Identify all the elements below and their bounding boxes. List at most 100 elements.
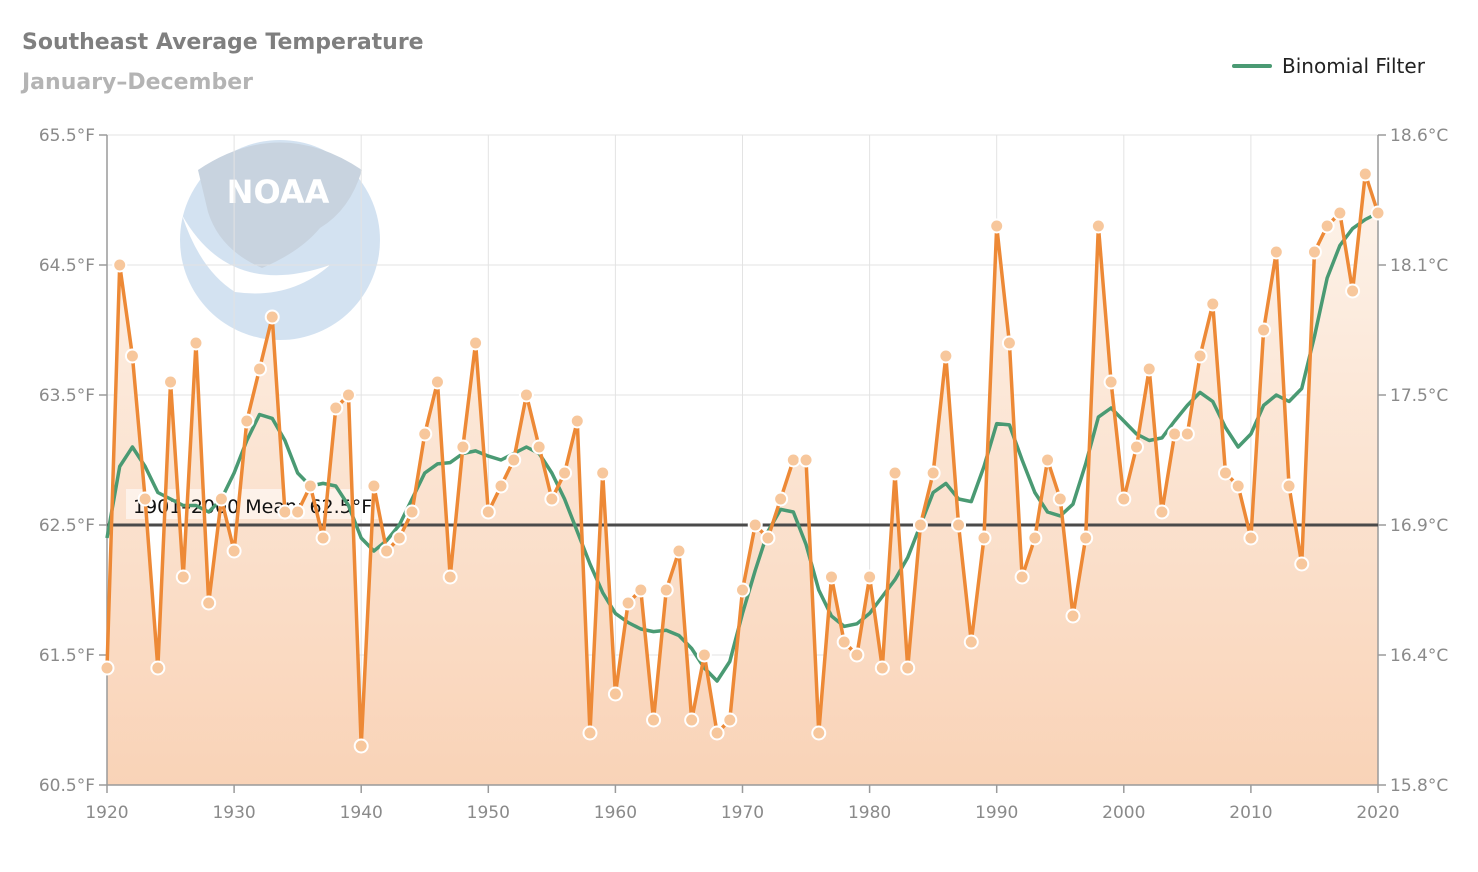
data-point: [506, 452, 522, 468]
data-point: [188, 335, 204, 351]
data-point: [277, 504, 293, 520]
data-point: [1103, 374, 1119, 390]
data-point: [124, 348, 140, 364]
x-tick-label: 1970: [721, 803, 764, 823]
data-point: [252, 361, 268, 377]
x-tick-label: 2010: [1229, 803, 1272, 823]
data-point: [607, 686, 623, 702]
data-point: [417, 426, 433, 442]
data-point: [201, 595, 217, 611]
data-point: [696, 647, 712, 663]
data-point: [951, 517, 967, 533]
data-point: [735, 582, 750, 598]
data-point: [709, 725, 725, 741]
data-point: [1370, 205, 1386, 221]
tick-labels: 1920 1930 1940 1950 1960 1970 1980 1990 2000 2010…: [39, 126, 1448, 823]
data-point: [1192, 348, 1208, 364]
data-point: [1345, 283, 1361, 299]
data-point: [99, 660, 115, 676]
data-point: [620, 595, 636, 611]
data-point: [1154, 504, 1170, 520]
y-tick-label-left: 63.5°F: [39, 386, 95, 406]
x-tick-label: 1920: [85, 803, 128, 823]
data-point: [1001, 335, 1017, 351]
data-point: [315, 530, 331, 546]
data-point: [887, 465, 903, 481]
x-tick-label: 1990: [975, 803, 1018, 823]
data-point: [658, 582, 674, 598]
data-point: [264, 309, 280, 325]
data-point: [963, 634, 979, 650]
series-area: [107, 174, 1378, 785]
y-tick-label-right: 18.1°C: [1390, 256, 1448, 276]
noaa-logo: NOAA: [180, 140, 380, 340]
x-tick-label: 2020: [1356, 803, 1399, 823]
x-tick-label: 1960: [594, 803, 637, 823]
data-point: [595, 465, 611, 481]
data-point: [582, 725, 598, 741]
data-point: [379, 543, 395, 559]
data-point: [1040, 452, 1056, 468]
mean-label-bg: [126, 489, 410, 519]
data-point: [340, 387, 356, 403]
y-tick-label-right: 17.5°C: [1390, 386, 1448, 406]
x-tick-label: 1950: [467, 803, 510, 823]
data-point: [1116, 491, 1132, 507]
data-point: [226, 543, 242, 559]
chart-subtitle: January–December: [22, 70, 253, 95]
area-fill: [107, 174, 1378, 785]
data-point: [1230, 478, 1246, 494]
data-point: [328, 400, 344, 416]
data-point: [671, 543, 687, 559]
data-point: [1243, 530, 1259, 546]
data-point: [798, 452, 814, 468]
data-point: [1357, 166, 1373, 182]
data-point: [468, 335, 484, 351]
data-point: [239, 413, 255, 429]
data-point: [353, 738, 369, 754]
legend-label: Binomial Filter: [1282, 54, 1425, 78]
series-line-binomial-filter: [105, 211, 1379, 683]
data-point: [302, 478, 318, 494]
data-point: [938, 348, 954, 364]
data-point: [925, 465, 941, 481]
data-points: [99, 166, 1386, 754]
data-point: [773, 491, 789, 507]
data-point: [569, 413, 585, 429]
data-point: [1268, 244, 1284, 260]
axes: [99, 134, 1386, 793]
data-point: [213, 491, 229, 507]
data-point: [518, 387, 534, 403]
y-tick-label-right: 18.6°C: [1390, 126, 1448, 146]
x-tick-label: 1940: [340, 803, 383, 823]
data-point: [404, 504, 420, 520]
data-point: [1205, 296, 1221, 312]
data-point: [112, 257, 128, 273]
y-tick-label-right: 16.9°C: [1390, 516, 1448, 536]
data-point: [290, 504, 306, 520]
data-point: [684, 712, 700, 728]
data-point: [1217, 465, 1233, 481]
data-point: [989, 218, 1005, 234]
data-point: [1256, 322, 1272, 338]
x-tick-label: 2000: [1102, 803, 1145, 823]
data-point: [862, 569, 878, 585]
x-tick-label: 1980: [848, 803, 891, 823]
data-point: [442, 569, 458, 585]
legend-swatch: [1232, 64, 1272, 68]
y-tick-label-left: 61.5°F: [39, 646, 95, 666]
data-point: [1014, 569, 1030, 585]
data-point: [531, 439, 547, 455]
y-tick-label-right: 15.8°C: [1390, 776, 1448, 796]
data-point: [747, 517, 763, 533]
data-point: [1129, 439, 1145, 455]
data-point: [849, 647, 865, 663]
data-point: [976, 530, 992, 546]
data-point: [1027, 530, 1043, 546]
data-point: [874, 660, 890, 676]
data-point: [391, 530, 407, 546]
legend-item-binomial-filter[interactable]: Binomial Filter: [1232, 54, 1425, 78]
data-point: [366, 478, 382, 494]
data-point: [1179, 426, 1195, 442]
y-tick-label-left: 62.5°F: [39, 516, 95, 536]
